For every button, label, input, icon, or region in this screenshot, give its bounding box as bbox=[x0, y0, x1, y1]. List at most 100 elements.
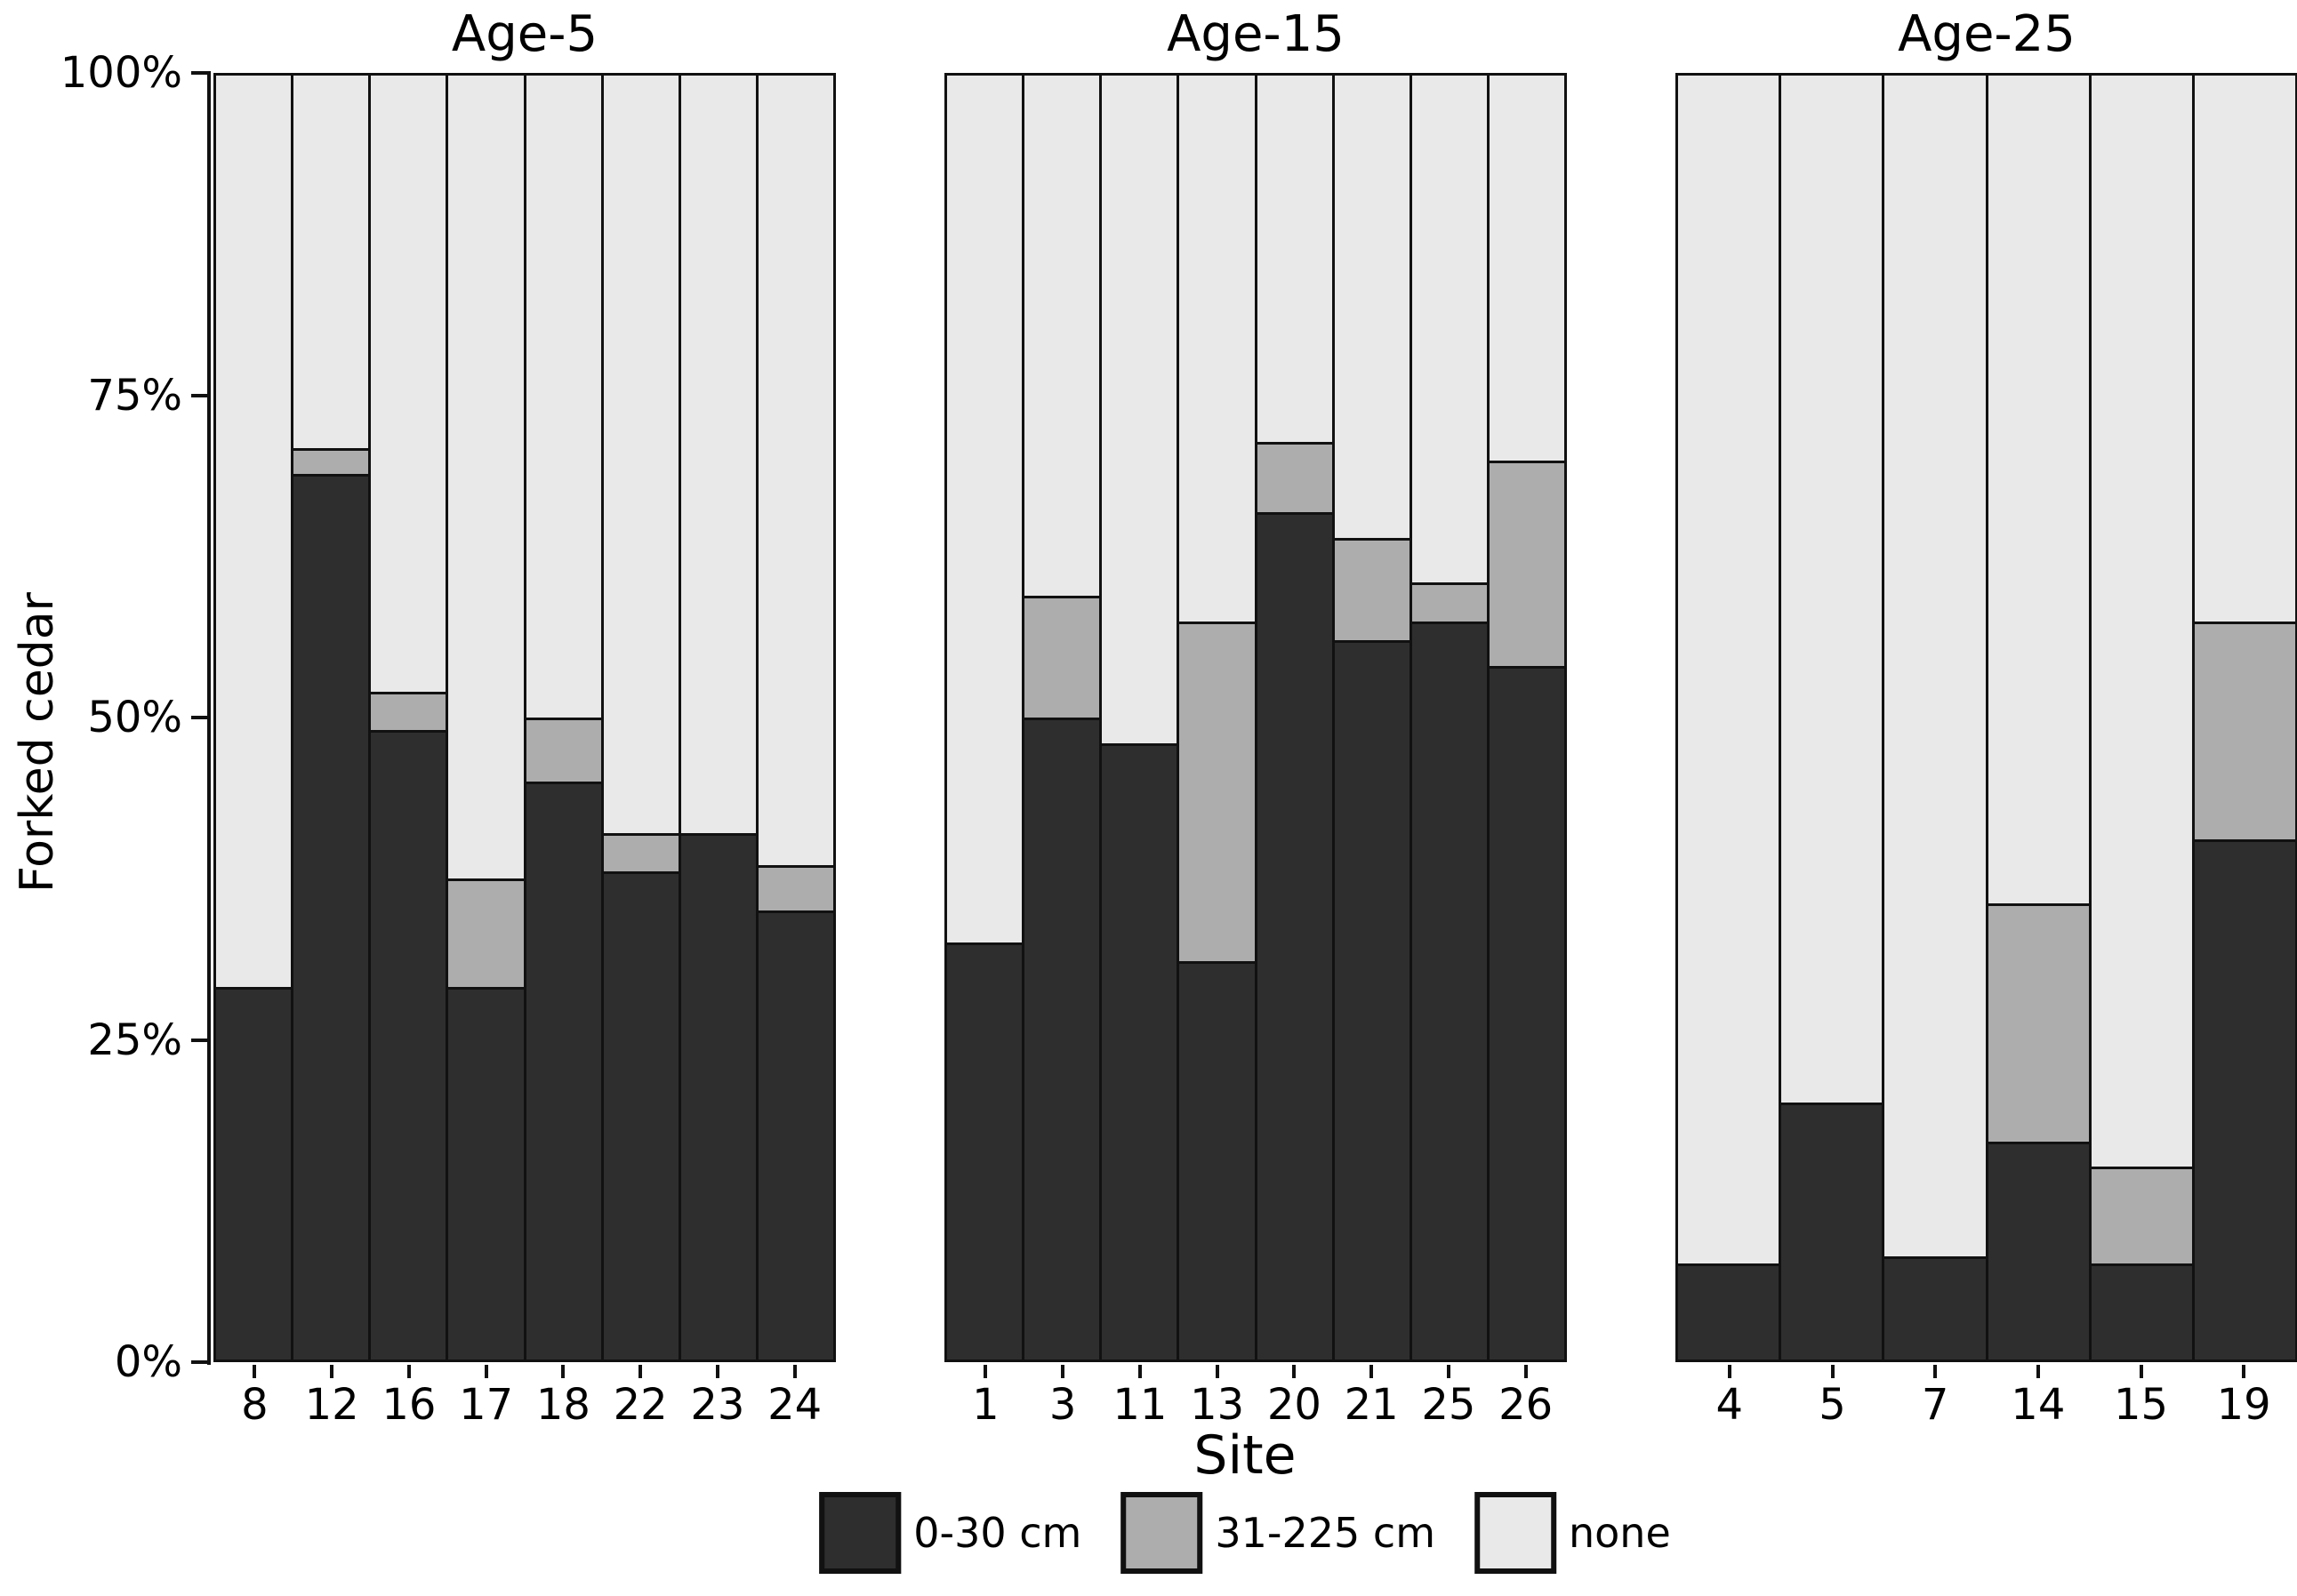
x-tick bbox=[792, 1365, 797, 1378]
bar-site-20 bbox=[1257, 76, 1335, 1359]
x-tick bbox=[1523, 1365, 1528, 1378]
y-tick bbox=[191, 71, 208, 75]
y-tick bbox=[191, 1360, 208, 1364]
legend-label: 31-225 cm bbox=[1215, 1509, 1436, 1557]
bar-site-17 bbox=[448, 76, 526, 1359]
y-axis-line bbox=[207, 71, 211, 1365]
segment-31-225-cm bbox=[758, 865, 833, 910]
segment-none bbox=[1884, 76, 1986, 1257]
bar-site-26 bbox=[1489, 76, 1564, 1359]
y-tick-label: 100% bbox=[60, 48, 182, 98]
segment-0-30-cm bbox=[216, 987, 292, 1359]
x-tick-label-site-8: 8 bbox=[241, 1380, 269, 1430]
segment-none bbox=[1179, 76, 1255, 622]
segment-0-30-cm bbox=[448, 987, 524, 1359]
segment-none bbox=[1102, 76, 1177, 743]
legend-item-none: none bbox=[1474, 1492, 1671, 1574]
bar-site-23 bbox=[680, 76, 759, 1359]
segment-31-225-cm bbox=[1179, 621, 1255, 962]
segment-none bbox=[1411, 76, 1487, 583]
facet-title-age-15: Age-15 bbox=[1167, 5, 1345, 63]
x-tick bbox=[1215, 1365, 1219, 1378]
bar-site-5 bbox=[1781, 76, 1885, 1359]
legend-swatch-dark-icon bbox=[819, 1492, 902, 1574]
segment-0-30-cm bbox=[1257, 511, 1332, 1359]
segment-0-30-cm bbox=[1489, 666, 1564, 1359]
segment-0-30-cm bbox=[1334, 640, 1410, 1359]
bar-site-15 bbox=[2091, 76, 2195, 1359]
bar-site-24 bbox=[758, 76, 833, 1359]
y-tick bbox=[191, 393, 208, 397]
segment-0-30-cm bbox=[1781, 1103, 1883, 1359]
bar-site-3 bbox=[1024, 76, 1103, 1359]
x-tick bbox=[984, 1365, 988, 1378]
x-tick-label-site-18: 18 bbox=[535, 1380, 590, 1430]
x-tick-label-site-16: 16 bbox=[381, 1380, 437, 1430]
segment-none bbox=[2194, 76, 2296, 622]
segment-31-225-cm bbox=[1411, 582, 1487, 622]
bar-site-4 bbox=[1678, 76, 1782, 1359]
x-tick bbox=[2036, 1365, 2040, 1378]
bar-site-14 bbox=[1988, 76, 2092, 1359]
x-tick bbox=[715, 1365, 719, 1378]
segment-31-225-cm bbox=[1024, 595, 1100, 718]
segment-none bbox=[526, 76, 601, 718]
y-tick bbox=[191, 716, 208, 719]
bar-site-22 bbox=[603, 76, 681, 1359]
y-tick-label: 25% bbox=[87, 1015, 182, 1065]
x-tick-label-site-19: 19 bbox=[2216, 1380, 2271, 1430]
segment-none bbox=[1024, 76, 1100, 596]
x-tick-label-site-26: 26 bbox=[1498, 1380, 1554, 1430]
segment-0-30-cm bbox=[1884, 1256, 1986, 1359]
bar-site-18 bbox=[526, 76, 604, 1359]
x-tick bbox=[406, 1365, 411, 1378]
segment-31-225-cm bbox=[1988, 903, 2089, 1142]
bar-site-16 bbox=[371, 76, 449, 1359]
segment-0-30-cm bbox=[603, 871, 679, 1359]
segment-0-30-cm bbox=[1179, 961, 1255, 1359]
y-tick-label: 50% bbox=[87, 693, 182, 742]
segment-0-30-cm bbox=[1411, 621, 1487, 1359]
segment-31-225-cm bbox=[448, 878, 524, 988]
segment-0-30-cm bbox=[526, 782, 601, 1359]
x-tick bbox=[2242, 1365, 2246, 1378]
bar-site-1 bbox=[947, 76, 1025, 1359]
x-tick bbox=[1369, 1365, 1374, 1378]
segment-none bbox=[448, 76, 524, 878]
x-tick-label-site-23: 23 bbox=[690, 1380, 745, 1430]
segment-31-225-cm bbox=[1334, 537, 1410, 641]
x-tick-label-site-22: 22 bbox=[613, 1380, 668, 1430]
segment-none bbox=[603, 76, 679, 833]
x-tick-label-site-3: 3 bbox=[1048, 1380, 1077, 1430]
bar-site-13 bbox=[1179, 76, 1257, 1359]
segment-none bbox=[1781, 76, 1883, 1103]
x-tick-label-site-12: 12 bbox=[304, 1380, 359, 1430]
segment-31-225-cm bbox=[603, 832, 679, 872]
y-tick-label: 75% bbox=[87, 370, 182, 421]
segment-0-30-cm bbox=[1102, 742, 1177, 1359]
y-axis-title: Forked cedar bbox=[11, 592, 64, 893]
x-tick-label-site-25: 25 bbox=[1421, 1380, 1476, 1430]
x-tick bbox=[484, 1365, 488, 1378]
segment-none bbox=[1489, 76, 1564, 461]
bar-site-21 bbox=[1334, 76, 1412, 1359]
x-tick bbox=[1727, 1365, 1731, 1378]
bar-site-11 bbox=[1102, 76, 1180, 1359]
legend-label: none bbox=[1569, 1509, 1671, 1557]
segment-31-225-cm bbox=[1257, 441, 1332, 512]
x-tick bbox=[253, 1365, 257, 1378]
segment-none bbox=[1678, 76, 1779, 1263]
legend: 0-30 cm 31-225 cm none bbox=[819, 1492, 1671, 1574]
segment-31-225-cm bbox=[2091, 1167, 2192, 1263]
legend-label: 0-30 cm bbox=[913, 1509, 1082, 1557]
bar-site-8 bbox=[216, 76, 294, 1359]
x-tick-label-site-24: 24 bbox=[767, 1380, 823, 1430]
x-tick-label-site-11: 11 bbox=[1112, 1380, 1168, 1430]
segment-none bbox=[2091, 76, 2192, 1167]
x-tick-label-site-15: 15 bbox=[2113, 1380, 2169, 1430]
facet-title-age-25: Age-25 bbox=[1898, 5, 2076, 63]
x-tick bbox=[1933, 1365, 1938, 1378]
segment-none bbox=[947, 76, 1023, 942]
x-tick bbox=[2139, 1365, 2143, 1378]
x-tick-label-site-17: 17 bbox=[459, 1380, 514, 1430]
